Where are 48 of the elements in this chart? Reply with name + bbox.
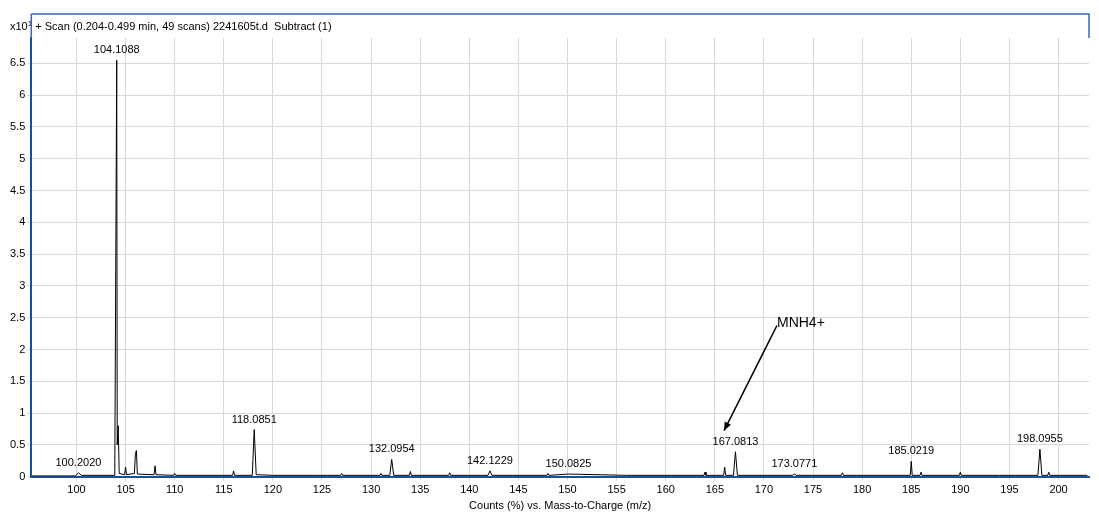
x-tick-label: 130 [361, 483, 381, 496]
annotation: MNH4+ [776, 314, 825, 331]
x-tick-label: 175 [803, 483, 823, 496]
annotation: 173.0771 [771, 457, 818, 470]
y-tick-label: 3 [19, 278, 26, 291]
x-tick-label: 170 [754, 483, 774, 496]
y-tick-label: 2 [19, 342, 26, 355]
annotation: 150.0825 [545, 457, 592, 470]
y-tick-label: 2.5 [9, 310, 26, 323]
x-tick-label: 180 [852, 483, 872, 496]
annotation: 104.1088 [93, 43, 140, 56]
chart-title: + Scan (0.204-0.499 min, 49 scans) 2241605t.d Subtract (1) [35, 20, 332, 32]
annotation: 198.0955 [1016, 432, 1063, 445]
x-tick-label: 155 [607, 483, 626, 496]
x-tick-label: 185 [902, 483, 921, 496]
x-tick-label: 140 [460, 483, 479, 496]
y-tick-label: 1 [19, 406, 26, 419]
annotation: 100.2020 [55, 455, 102, 468]
x-tick-label: 145 [509, 483, 528, 496]
y-tick-label: 0.5 [9, 437, 26, 450]
y-tick-label: 4.5 [9, 183, 26, 196]
x-tick-label: 120 [263, 483, 283, 496]
y-tick-label: 6.5 [9, 56, 26, 69]
x-tick-label: 110 [165, 483, 184, 496]
annotation: 185.0219 [888, 444, 935, 457]
x-tick-label: 135 [411, 483, 430, 496]
x-tick-label: 115 [215, 483, 233, 496]
x-tick-label: 105 [116, 483, 135, 496]
annotation: 132.0954 [368, 442, 415, 455]
x-tick-label: 165 [705, 483, 724, 496]
x-tick-label: 200 [1049, 483, 1068, 496]
x-axis-title: Counts (%) vs. Mass-to-Charge (m/z) [469, 499, 652, 512]
x-tick-label: 125 [312, 483, 332, 496]
x-tick-label: 160 [656, 483, 675, 496]
x-tick-label: 150 [558, 483, 577, 496]
x-tick-label: 190 [951, 483, 970, 496]
y-tick-label: 4 [19, 215, 26, 228]
y-tick-label: 3.5 [9, 247, 26, 260]
y-tick-label: 5.5 [9, 120, 26, 133]
y-tick-label: 1.5 [9, 374, 26, 387]
x-tick-label: 100 [67, 483, 86, 496]
y-tick-label: 0 [19, 469, 26, 482]
y-tick-label: 5 [19, 151, 26, 164]
annotation: 142.1229 [466, 453, 513, 466]
x-tick-label: 195 [1000, 483, 1019, 496]
y-tick-label: 6 [19, 88, 26, 101]
annotation: 118.0851 [231, 412, 277, 425]
annotation: 167.0813 [712, 434, 759, 447]
